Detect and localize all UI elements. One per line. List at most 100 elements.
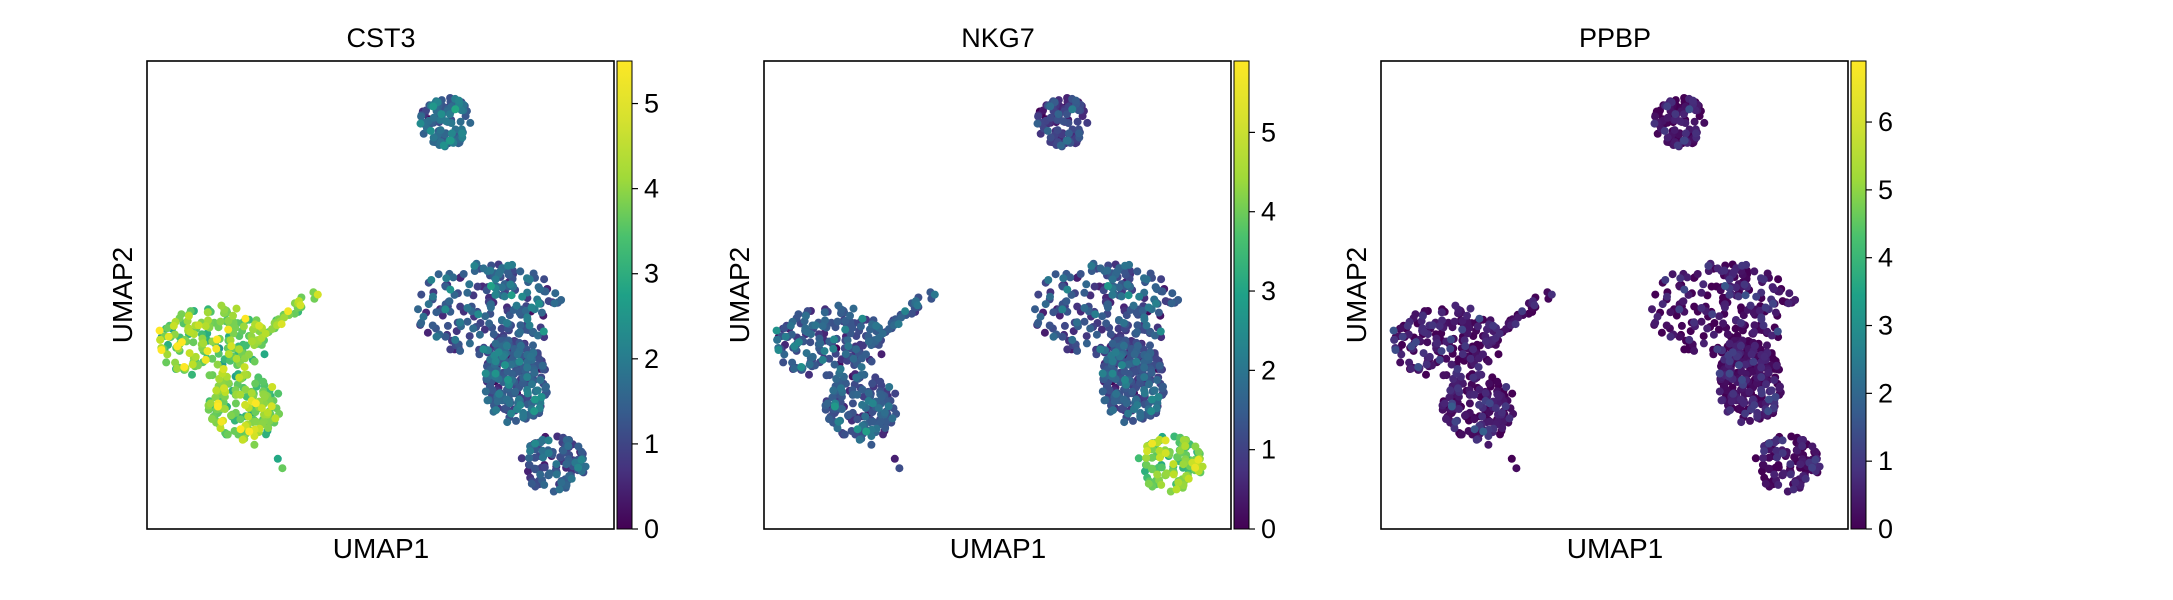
data-point <box>818 322 827 331</box>
data-point <box>1463 311 1471 320</box>
data-point <box>1082 332 1091 341</box>
data-point <box>1154 393 1163 401</box>
data-point <box>868 379 877 388</box>
data-point <box>1761 479 1770 488</box>
data-point <box>163 350 172 359</box>
data-point <box>884 402 893 411</box>
data-point <box>1096 345 1105 354</box>
data-point <box>1115 283 1123 292</box>
data-point <box>858 314 867 323</box>
data-point <box>523 389 532 398</box>
data-point <box>451 105 460 114</box>
data-point <box>1765 453 1773 462</box>
data-point <box>1653 312 1662 321</box>
data-point <box>203 308 212 317</box>
data-point <box>1129 416 1137 425</box>
data-point <box>220 384 228 393</box>
colorbar-tick-label: 0 <box>644 514 659 544</box>
y-axis-label: UMAP2 <box>107 247 138 343</box>
data-point <box>479 345 488 354</box>
data-point <box>820 308 829 317</box>
data-point <box>250 440 259 449</box>
data-point <box>524 467 532 476</box>
data-point <box>1750 321 1759 330</box>
data-point <box>1786 470 1795 479</box>
data-point <box>1731 324 1740 333</box>
data-point <box>189 338 198 347</box>
data-point <box>257 404 266 413</box>
data-point <box>1746 301 1755 310</box>
data-point <box>1442 354 1451 363</box>
data-point <box>1675 332 1684 341</box>
data-point <box>235 345 244 354</box>
data-point <box>1080 317 1089 326</box>
data-point <box>533 386 542 395</box>
data-point <box>841 350 850 359</box>
data-point <box>1497 408 1506 417</box>
colorbar-tick-label: 0 <box>1261 514 1276 544</box>
data-point <box>1051 270 1060 279</box>
data-point <box>829 386 838 395</box>
data-point <box>834 301 843 310</box>
data-point <box>245 427 254 436</box>
data-point <box>1481 337 1490 346</box>
data-point <box>1772 446 1781 455</box>
data-point <box>780 324 789 333</box>
data-point <box>1080 304 1089 312</box>
data-point <box>781 332 790 341</box>
data-point <box>523 363 532 372</box>
data-point <box>1133 328 1141 337</box>
data-point <box>1668 270 1677 279</box>
data-point <box>864 337 873 346</box>
data-point <box>417 290 426 299</box>
data-point <box>772 326 781 335</box>
data-point <box>1407 364 1415 373</box>
data-point <box>1789 485 1798 494</box>
data-point <box>1129 301 1138 310</box>
data-point <box>1753 412 1762 421</box>
data-point <box>1071 96 1080 105</box>
data-point <box>1453 365 1462 373</box>
data-point <box>533 331 542 340</box>
data-point <box>846 311 854 320</box>
data-point <box>1750 341 1759 350</box>
data-point <box>1771 393 1780 401</box>
data-point <box>1120 367 1129 376</box>
data-point <box>1034 318 1043 327</box>
data-point <box>550 299 559 308</box>
data-point <box>442 274 451 283</box>
data-point <box>1034 290 1043 299</box>
data-point <box>1132 357 1141 366</box>
data-point <box>1133 341 1142 350</box>
data-point <box>1778 449 1787 458</box>
data-point <box>1479 350 1487 359</box>
data-point <box>171 358 180 367</box>
data-point <box>512 416 520 425</box>
data-point <box>1715 387 1724 396</box>
data-point <box>1764 407 1773 416</box>
data-point <box>888 414 897 423</box>
data-point <box>1136 412 1145 421</box>
data-point <box>1484 357 1493 366</box>
data-point <box>1141 467 1149 476</box>
data-point <box>513 350 522 359</box>
data-point <box>847 427 856 435</box>
data-point <box>1080 288 1089 297</box>
data-point <box>1398 332 1407 341</box>
data-point <box>1478 412 1487 421</box>
data-point <box>226 336 235 345</box>
data-point <box>779 358 788 367</box>
data-point <box>1053 126 1062 135</box>
data-point <box>1169 470 1178 479</box>
data-point <box>1179 460 1188 469</box>
data-point <box>901 307 910 316</box>
data-point <box>224 379 233 387</box>
data-point <box>1763 269 1772 278</box>
data-point <box>1512 464 1521 473</box>
data-point <box>170 330 179 339</box>
colorbar-tick-label: 3 <box>644 259 659 289</box>
data-point <box>1732 283 1740 292</box>
data-point <box>530 395 539 404</box>
data-point <box>862 427 871 436</box>
data-point <box>1433 339 1442 348</box>
